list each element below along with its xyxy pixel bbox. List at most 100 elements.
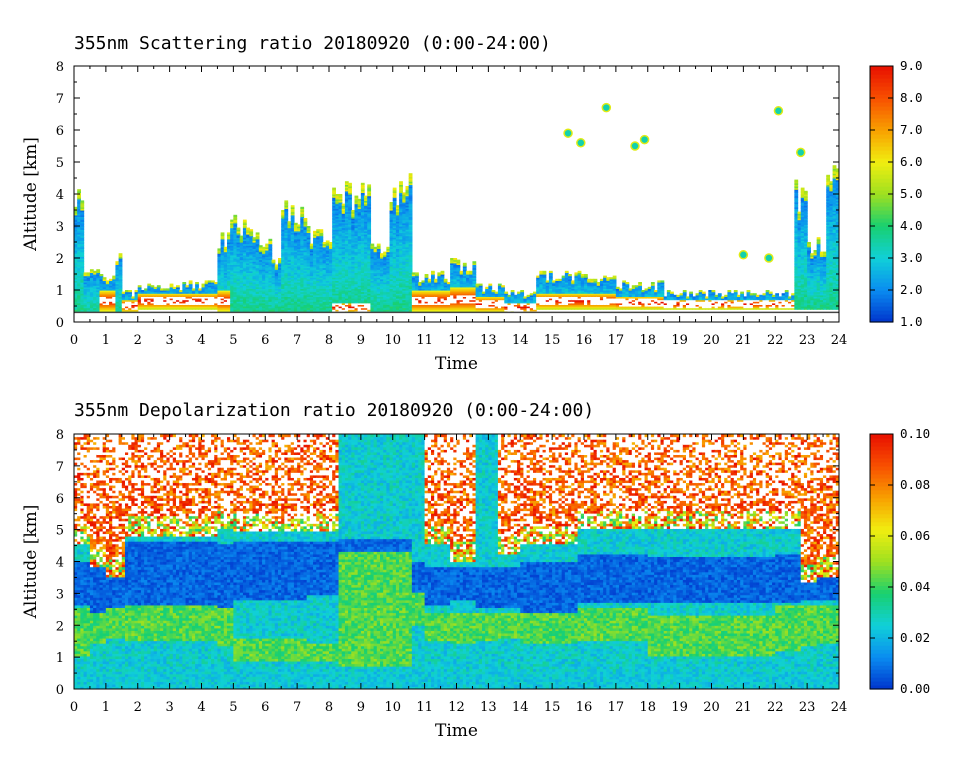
data-cell [77, 237, 81, 240]
data-cell [156, 294, 161, 297]
data-cell [77, 262, 81, 265]
data-cell [354, 210, 359, 213]
data-cell [354, 198, 359, 201]
data-cell [344, 240, 349, 243]
data-cell [367, 229, 372, 232]
data-cell [284, 270, 289, 273]
data-cell [411, 286, 416, 289]
data-cell [325, 290, 330, 293]
data-cell [255, 234, 260, 237]
data-cell [271, 270, 276, 273]
data-cell [217, 304, 222, 307]
data-cell [399, 194, 403, 197]
data-cell [246, 283, 250, 286]
data-cell [284, 309, 289, 312]
data-cell [140, 301, 145, 304]
data-cell [357, 302, 362, 305]
data-cell [121, 294, 126, 297]
data-cell [354, 246, 359, 249]
data-cell [335, 235, 340, 238]
data-cell [418, 296, 423, 299]
data-cell [125, 290, 129, 293]
data-cell [214, 296, 219, 299]
data-cell [204, 296, 209, 299]
data-cell [227, 250, 231, 253]
data-cell [252, 304, 257, 307]
data-cell [402, 208, 407, 211]
data-cell [386, 251, 391, 254]
data-cell [262, 259, 266, 262]
data-cell [284, 293, 289, 296]
data-cell [456, 280, 461, 283]
data-cell [230, 259, 234, 262]
data-cell [233, 251, 238, 254]
data-cell [89, 285, 94, 288]
data-cell [357, 304, 362, 307]
data-cell [153, 304, 158, 307]
data-cell [268, 266, 273, 269]
data-cell [242, 226, 247, 229]
data-cell [405, 288, 410, 291]
data-cell [408, 296, 413, 299]
data-cell [370, 280, 375, 283]
data-cell [446, 296, 451, 299]
data-cell [325, 243, 330, 246]
data-cell [271, 278, 276, 281]
data-cell [102, 283, 107, 286]
data-cell [287, 232, 292, 235]
data-cell [386, 298, 391, 301]
data-cell [354, 269, 359, 272]
data-cell [329, 246, 333, 249]
data-cell [392, 243, 397, 246]
data-cell [293, 272, 298, 275]
data-cell [86, 283, 91, 286]
data-cell [367, 274, 372, 277]
data-cell [172, 301, 177, 304]
data-cell [335, 282, 340, 285]
data-cell [354, 248, 359, 251]
data-cell [408, 243, 413, 246]
data-cell [230, 246, 234, 249]
data-cell [405, 259, 410, 262]
data-cell [156, 296, 161, 299]
data-cell [351, 286, 356, 289]
data-cell [357, 250, 362, 253]
data-cell [395, 242, 400, 245]
data-cell [319, 270, 324, 273]
data-cell [332, 256, 336, 259]
data-cell [207, 294, 212, 297]
data-cell [316, 245, 321, 248]
data-cell [249, 242, 254, 245]
data-cell [160, 304, 164, 307]
data-cell [118, 306, 123, 309]
data-cell [255, 253, 260, 256]
data-cell [290, 267, 295, 270]
data-cell [89, 286, 94, 289]
data-cell [227, 234, 231, 237]
data-cell [74, 206, 78, 209]
data-cell [392, 280, 397, 283]
data-cell [344, 227, 349, 230]
data-cell [303, 253, 308, 256]
data-cell [462, 264, 467, 267]
data-cell [341, 211, 346, 214]
data-cell [255, 238, 260, 241]
data-cell [392, 213, 397, 216]
data-cell [354, 262, 359, 265]
data-cell [147, 286, 152, 289]
data-cell [249, 248, 254, 251]
data-cell [357, 286, 362, 289]
data-cell [415, 282, 419, 285]
data-cell [357, 283, 362, 286]
data-cell [360, 232, 365, 235]
data-cell [380, 283, 384, 286]
data-cell [96, 307, 101, 310]
data-cell [472, 298, 477, 301]
data-cell [367, 237, 372, 240]
data-cell [335, 197, 340, 200]
data-cell [144, 290, 148, 293]
data-cell [341, 232, 346, 235]
data-cell [424, 286, 429, 289]
data-cell [246, 309, 250, 312]
data-cell [392, 227, 397, 230]
